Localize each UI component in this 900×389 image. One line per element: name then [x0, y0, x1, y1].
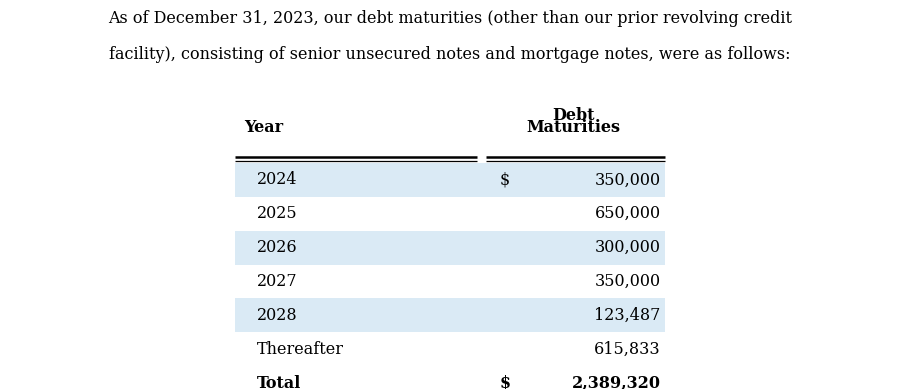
Bar — [235, 366, 665, 389]
Text: 123,487: 123,487 — [595, 307, 661, 324]
Text: 2025: 2025 — [257, 205, 298, 222]
Text: 650,000: 650,000 — [595, 205, 661, 222]
Text: Thereafter: Thereafter — [257, 341, 344, 358]
Text: 2,389,320: 2,389,320 — [572, 375, 661, 389]
Text: Maturities: Maturities — [526, 119, 620, 136]
Text: 2027: 2027 — [257, 273, 298, 290]
Text: $: $ — [500, 172, 509, 188]
Text: 350,000: 350,000 — [595, 273, 661, 290]
Text: $: $ — [500, 375, 510, 389]
Text: 2028: 2028 — [257, 307, 298, 324]
Bar — [235, 163, 665, 197]
Bar — [235, 231, 665, 265]
Text: 300,000: 300,000 — [595, 239, 661, 256]
Text: 2026: 2026 — [257, 239, 298, 256]
Text: Year: Year — [244, 119, 283, 136]
Text: 615,833: 615,833 — [594, 341, 661, 358]
Text: facility), consisting of senior unsecured notes and mortgage notes, were as foll: facility), consisting of senior unsecure… — [109, 46, 791, 63]
Text: Debt: Debt — [552, 107, 595, 124]
Bar — [235, 298, 665, 332]
Text: As of December 31, 2023, our debt maturities (other than our prior revolving cre: As of December 31, 2023, our debt maturi… — [108, 10, 792, 27]
Text: 350,000: 350,000 — [595, 172, 661, 188]
Text: 2024: 2024 — [257, 172, 298, 188]
Text: Total: Total — [257, 375, 302, 389]
